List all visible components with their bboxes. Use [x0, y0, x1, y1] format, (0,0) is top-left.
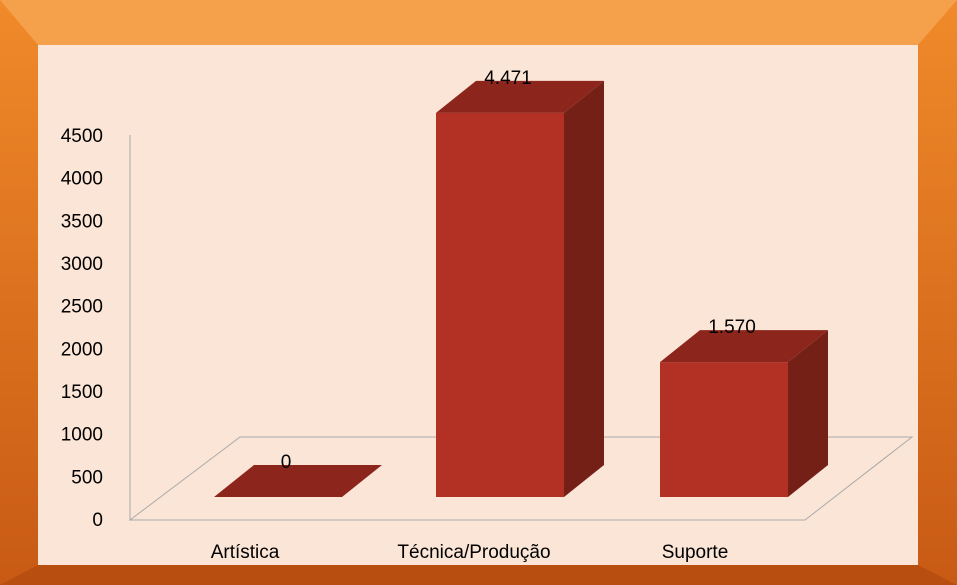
- x-tick-label: Técnica/Produção: [397, 542, 550, 563]
- bar-side: [564, 80, 604, 497]
- bar-front: [436, 112, 564, 497]
- y-tick-label: 1000: [61, 425, 103, 446]
- bar-front: [660, 362, 788, 497]
- y-tick-label: 3500: [61, 211, 103, 232]
- bar-side: [788, 330, 828, 497]
- bar: [660, 330, 828, 497]
- y-tick-label: 500: [71, 467, 103, 488]
- frame-bevel-bottom: [0, 565, 957, 585]
- floor: [128, 436, 914, 521]
- bar-top: [214, 465, 382, 497]
- y-tick-label: 0: [92, 510, 103, 531]
- bar-top: [436, 80, 604, 113]
- frame-bevel-top: [0, 0, 957, 45]
- y-tick-label: 3000: [61, 254, 103, 275]
- bar: [436, 80, 604, 497]
- x-tick-label: Artística: [211, 542, 280, 563]
- y-tick-label: 4000: [61, 169, 103, 190]
- y-tick-label: 2500: [61, 297, 103, 318]
- bar: [214, 465, 382, 497]
- y-tick-label: 4500: [61, 126, 103, 147]
- y-tick-label: 1500: [61, 382, 103, 403]
- value-label: 0: [281, 452, 292, 473]
- y-tick-label: 2000: [61, 339, 103, 360]
- x-tick-label: Suporte: [662, 542, 729, 563]
- value-label: 4.471: [484, 68, 532, 89]
- bar-top: [660, 330, 828, 363]
- value-label: 1.570: [708, 317, 756, 338]
